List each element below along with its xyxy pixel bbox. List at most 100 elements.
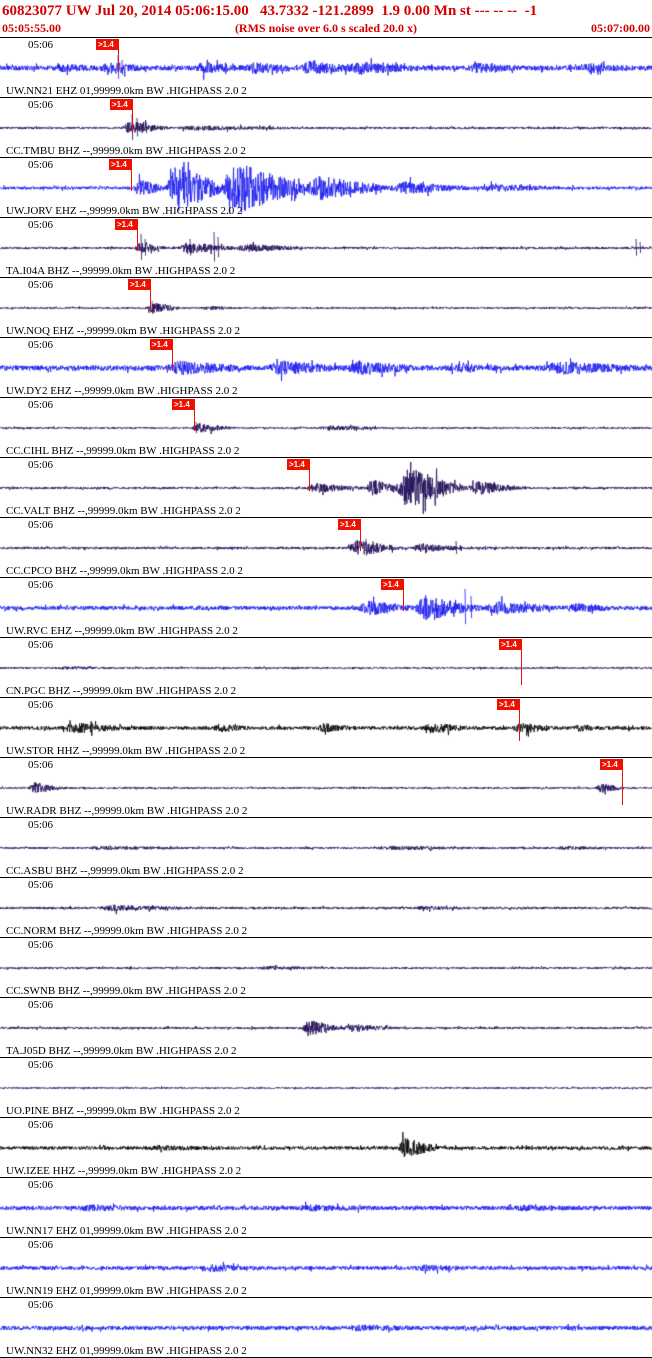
trace-station-label: TA.J05D BHZ --,99999.0km BW .HIGHPASS 2.…	[6, 1045, 237, 1057]
waveform-canvas[interactable]	[0, 1238, 652, 1297]
trace-row[interactable]: 05:06 CN.PGC BHZ --,99999.0km BW .HIGHPA…	[0, 637, 652, 697]
pick-line	[118, 39, 119, 71]
pick-flag[interactable]: >1.4	[381, 579, 403, 590]
waveform-canvas[interactable]	[0, 218, 652, 277]
trace-station-label: CC.ASBU BHZ --,99999.0km BW .HIGHPASS 2.…	[6, 865, 244, 877]
pick-line	[309, 459, 310, 491]
pick-flag[interactable]: >1.4	[115, 219, 137, 230]
trace-time-label: 05:06	[28, 219, 54, 231]
waveform-canvas[interactable]	[0, 638, 652, 697]
trace-time-label: 05:06	[28, 879, 54, 891]
pick-flag[interactable]: >1.4	[109, 159, 131, 170]
pick-line	[360, 519, 361, 551]
trace-station-label: TA.I04A BHZ --,99999.0km BW .HIGHPASS 2.…	[6, 265, 236, 277]
trace-time-label: 05:06	[28, 399, 54, 411]
pick-flag[interactable]: >1.4	[172, 399, 194, 410]
trace-row[interactable]: 05:06 TA.J05D BHZ --,99999.0km BW .HIGHP…	[0, 997, 652, 1057]
trace-time-label: 05:06	[28, 519, 54, 531]
trace-row[interactable]: 05:06 CC.TMBU BHZ --,99999.0km BW .HIGHP…	[0, 97, 652, 157]
pick-line	[137, 219, 138, 251]
waveform-canvas[interactable]	[0, 98, 652, 157]
pick-line	[403, 579, 404, 611]
trace-station-label: CC.CIHL BHZ --,99999.0km BW .HIGHPASS 2.…	[6, 445, 240, 457]
trace-row[interactable]: 05:06 TA.I04A BHZ --,99999.0km BW .HIGHP…	[0, 217, 652, 277]
window-end-time: 05:07:00.00	[590, 21, 650, 35]
pick-line	[172, 339, 173, 371]
trace-row[interactable]: 05:06 UW.NN19 EHZ 01,99999.0km BW .HIGHP…	[0, 1237, 652, 1297]
waveform-canvas[interactable]	[0, 698, 652, 757]
event-header: 60823077 UW Jul 20, 2014 05:06:15.00 43.…	[0, 0, 652, 37]
trace-row[interactable]: 05:06 UW.NN21 EHZ 01,99999.0km BW .HIGHP…	[0, 37, 652, 97]
waveform-canvas[interactable]	[0, 758, 652, 817]
trace-station-label: UW.IZEE HHZ --,99999.0km BW .HIGHPASS 2.…	[6, 1165, 242, 1177]
trace-station-label: CC.TMBU BHZ --,99999.0km BW .HIGHPASS 2.…	[6, 145, 246, 157]
waveform-canvas[interactable]	[0, 938, 652, 997]
trace-station-label: UO.PINE BHZ --,99999.0km BW .HIGHPASS 2.…	[6, 1105, 240, 1117]
pick-line	[519, 699, 520, 741]
trace-time-label: 05:06	[28, 759, 54, 771]
trace-row[interactable]: 05:06 UW.RVC EHZ --,99999.0km BW .HIGHPA…	[0, 577, 652, 637]
trace-row[interactable]: 05:06 UW.IZEE HHZ --,99999.0km BW .HIGHP…	[0, 1117, 652, 1177]
trace-station-label: CC.NORM BHZ --,99999.0km BW .HIGHPASS 2.…	[6, 925, 248, 937]
time-window-bar: 05:05:55.00 (RMS noise over 6.0 s scaled…	[0, 21, 652, 37]
trace-row[interactable]: 05:06 UW.NN17 EHZ 01,99999.0km BW .HIGHP…	[0, 1177, 652, 1237]
waveform-canvas[interactable]	[0, 998, 652, 1057]
waveform-canvas[interactable]	[0, 1178, 652, 1237]
pick-flag[interactable]: >1.4	[96, 39, 118, 50]
trace-row[interactable]: 05:06 CC.VALT BHZ --,99999.0km BW .HIGHP…	[0, 457, 652, 517]
trace-station-label: UW.NN19 EHZ 01,99999.0km BW .HIGHPASS 2.…	[6, 1285, 247, 1297]
window-start-time: 05:05:55.00	[2, 21, 61, 35]
trace-time-label: 05:06	[28, 1239, 54, 1251]
waveform-canvas[interactable]	[0, 1058, 652, 1117]
trace-station-label: UW.RVC EHZ --,99999.0km BW .HIGHPASS 2.0…	[6, 625, 238, 637]
trace-time-label: 05:06	[28, 1179, 54, 1191]
waveform-canvas[interactable]	[0, 458, 652, 517]
event-summary: 60823077 UW Jul 20, 2014 05:06:15.00 43.…	[2, 3, 538, 19]
trace-time-label: 05:06	[28, 1119, 54, 1131]
waveform-canvas[interactable]	[0, 878, 652, 937]
pick-line	[622, 759, 623, 805]
trace-row[interactable]: 05:06 CC.CPCO BHZ --,99999.0km BW .HIGHP…	[0, 517, 652, 577]
trace-row[interactable]: 05:06 UW.RADR BHZ --,99999.0km BW .HIGHP…	[0, 757, 652, 817]
trace-row[interactable]: 05:06 CC.ASBU BHZ --,99999.0km BW .HIGHP…	[0, 817, 652, 877]
pick-flag[interactable]: >1.4	[128, 279, 150, 290]
pick-flag[interactable]: >1.4	[338, 519, 360, 530]
pick-flag[interactable]: >1.4	[150, 339, 172, 350]
waveform-canvas[interactable]	[0, 818, 652, 877]
pick-flag[interactable]: >1.4	[499, 639, 521, 650]
waveform-canvas[interactable]	[0, 398, 652, 457]
trace-row[interactable]: 05:06 CC.NORM BHZ --,99999.0km BW .HIGHP…	[0, 877, 652, 937]
trace-time-label: 05:06	[28, 1059, 54, 1071]
pick-line	[150, 279, 151, 311]
trace-row[interactable]: 05:06 UW.JORV EHZ --,99999.0km BW .HIGHP…	[0, 157, 652, 217]
trace-station-label: UW.RADR BHZ --,99999.0km BW .HIGHPASS 2.…	[6, 805, 248, 817]
pick-flag[interactable]: >1.4	[497, 699, 519, 710]
pick-flag[interactable]: >1.4	[600, 759, 622, 770]
trace-time-label: 05:06	[28, 579, 54, 591]
waveform-canvas[interactable]	[0, 578, 652, 637]
rms-scale-note: (RMS noise over 6.0 s scaled 20.0 x)	[234, 21, 418, 35]
trace-time-label: 05:06	[28, 39, 54, 51]
trace-row[interactable]: 05:06 UW.NOQ EHZ --,99999.0km BW .HIGHPA…	[0, 277, 652, 337]
trace-list: 05:06 UW.NN21 EHZ 01,99999.0km BW .HIGHP…	[0, 37, 652, 1358]
trace-station-label: UW.NN17 EHZ 01,99999.0km BW .HIGHPASS 2.…	[6, 1225, 247, 1237]
trace-row[interactable]: 05:06 UW.NN32 EHZ 01,99999.0km BW .HIGHP…	[0, 1297, 652, 1357]
waveform-canvas[interactable]	[0, 158, 652, 217]
waveform-canvas[interactable]	[0, 278, 652, 337]
trace-row[interactable]: 05:06 CC.SWNB BHZ --,99999.0km BW .HIGHP…	[0, 937, 652, 997]
pick-flag[interactable]: >1.4	[110, 99, 132, 110]
trace-station-label: CC.VALT BHZ --,99999.0km BW .HIGHPASS 2.…	[6, 505, 241, 517]
trace-station-label: UW.NN21 EHZ 01,99999.0km BW .HIGHPASS 2.…	[6, 85, 247, 97]
trace-row[interactable]: 05:06 UW.STOR HHZ --,99999.0km BW .HIGHP…	[0, 697, 652, 757]
pick-line	[132, 99, 133, 133]
waveform-canvas[interactable]	[0, 338, 652, 397]
waveform-canvas[interactable]	[0, 1298, 652, 1357]
trace-row[interactable]: 05:06 UW.DY2 EHZ --,99999.0km BW .HIGHPA…	[0, 337, 652, 397]
trace-station-label: CC.CPCO BHZ --,99999.0km BW .HIGHPASS 2.…	[6, 565, 243, 577]
waveform-canvas[interactable]	[0, 518, 652, 577]
trace-row[interactable]: 05:06 CC.CIHL BHZ --,99999.0km BW .HIGHP…	[0, 397, 652, 457]
trace-row[interactable]: 05:06 UO.PINE BHZ --,99999.0km BW .HIGHP…	[0, 1057, 652, 1117]
waveform-canvas[interactable]	[0, 1118, 652, 1177]
pick-flag[interactable]: >1.4	[287, 459, 309, 470]
pick-line	[194, 399, 195, 431]
